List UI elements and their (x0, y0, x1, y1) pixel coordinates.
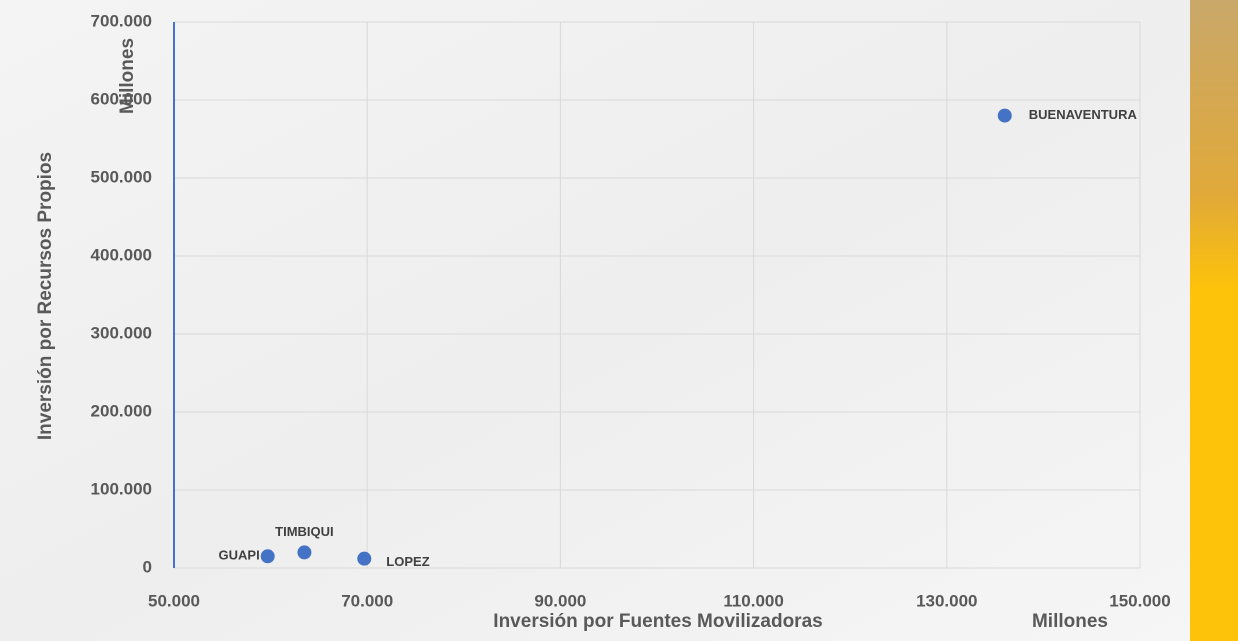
point-label: LOPEZ (386, 554, 429, 569)
x-axis-unit: Millones (1032, 611, 1108, 632)
y-tick-label: 0 (143, 557, 152, 576)
point-label: GUAPI (219, 548, 260, 563)
x-tick-label: 130.000 (916, 591, 977, 610)
x-tick-label: 50.000 (148, 591, 200, 610)
y-tick-label: 200.000 (91, 401, 152, 420)
x-tick-label: 90.000 (534, 591, 586, 610)
side-decoration (1190, 0, 1238, 641)
y-tick-label: 600.000 (91, 89, 152, 108)
point (997, 108, 1012, 123)
y-axis-title: Inversión por Recursos Propios (35, 152, 56, 440)
y-tick-label: 400.000 (91, 245, 152, 264)
point-label: TIMBIQUI (275, 524, 334, 539)
point (260, 549, 275, 564)
x-tick-label: 150.000 (1109, 591, 1170, 610)
y-tick-label: 700.000 (91, 11, 152, 30)
point (357, 551, 372, 566)
point (297, 545, 312, 560)
x-axis-title: Inversión por Fuentes Movilizadoras (493, 611, 822, 632)
point-label: BUENAVENTURA (1029, 107, 1138, 122)
y-tick-label: 100.000 (91, 479, 152, 498)
x-tick-label: 110.000 (723, 591, 784, 610)
y-tick-label: 500.000 (91, 167, 152, 186)
y-tick-label: 300.000 (91, 323, 152, 342)
y-axis-unit: Millones (117, 38, 138, 114)
x-tick-label: 70.000 (341, 591, 393, 610)
